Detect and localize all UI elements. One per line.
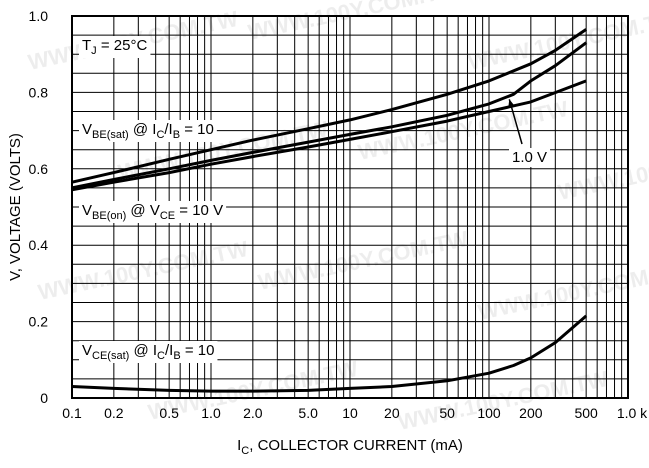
series-line-vce-sat	[71, 314, 588, 393]
x-tick-label: 5.0	[298, 405, 318, 421]
x-tick-label: 500	[574, 405, 598, 421]
vce-1v-label: 1.0 V	[512, 149, 547, 166]
vbe-sat-label-part: /I	[164, 121, 172, 138]
y-tick-labels: 0 0.2 0.4 0.6 0.8 1.0	[29, 8, 49, 406]
vce-1v-label-background	[509, 148, 551, 167]
y-tick-label: 0.6	[29, 161, 49, 177]
watermark-text: WWW.100Y.COM.TW	[256, 226, 471, 295]
vce-sat-label-part: @ I	[129, 342, 157, 359]
x-tick-label: 1.0	[201, 405, 221, 421]
vbe-sat-label-part: B	[173, 129, 180, 141]
y-tick-label: 0.8	[29, 84, 49, 100]
x-tick-label: 0.5	[159, 405, 179, 421]
vbe-on-label-part: V	[82, 202, 92, 219]
watermark-text: WWW.100Y.COM.TW	[556, 136, 649, 205]
vbe-on-label-part: @ V	[126, 202, 160, 219]
watermark-text: WWW.100Y.COM.TW	[36, 236, 251, 305]
x-tick-label: 50	[439, 405, 455, 421]
y-tick-label: 0	[40, 390, 48, 406]
x-tick-label: 2.0	[243, 405, 263, 421]
series-line-vbe-on-10v	[71, 79, 587, 192]
vbe-on-label-background	[79, 201, 227, 223]
y-tick-label: 1.0	[29, 8, 49, 24]
watermark-text: WWW.100Y.COM.TW	[396, 366, 611, 435]
vbe-sat-label: VBE(sat) @ IC/IB = 10	[82, 121, 214, 141]
vbe-sat-label-background	[79, 120, 217, 142]
x-tick-label: 1.0 k	[617, 405, 648, 421]
vce-1v-arrowhead	[508, 99, 515, 109]
x-tick-label: 0.2	[104, 405, 124, 421]
vbe-on-label-part: CE	[160, 210, 175, 222]
vbe-on-label: VBE(on) @ VCE = 10 V	[82, 202, 223, 222]
x-tick-label: 10	[342, 405, 358, 421]
series-layer	[71, 28, 588, 393]
vbe-sat-label-part: BE(sat)	[92, 129, 129, 141]
x-axis-title: IC, COLLECTOR CURRENT (mA)	[237, 437, 463, 457]
x-tick-label: 0.1	[62, 405, 82, 421]
vce-1v-label-part: 1.0 V	[512, 149, 547, 166]
vbe-on-label-part: BE(on)	[92, 210, 126, 222]
vbe-sat-label-part: @ I	[129, 121, 157, 138]
x-axis-title-sub: C	[241, 445, 249, 457]
temperature-label: TJ = 25°C	[82, 37, 147, 57]
vce-sat-label-part: /I	[165, 342, 173, 359]
vce-sat-label-part: C	[157, 350, 165, 362]
vbe-sat-label-part: V	[82, 121, 92, 138]
vce-sat-label-part: CE(sat)	[92, 350, 129, 362]
watermark-text: WWW.100Y.COM.TW	[476, 256, 649, 325]
temperature-label-background	[79, 36, 151, 58]
x-axis-title-part: I	[237, 437, 241, 454]
vce-sat-label: VCE(sat) @ IC/IB = 10	[82, 342, 214, 362]
temperature-label-part: T	[82, 37, 91, 54]
vbe-sat-label-part: C	[156, 129, 164, 141]
temperature-label-part: J	[91, 45, 97, 57]
x-axis-title-part: , COLLECTOR CURRENT (mA)	[249, 437, 463, 454]
x-tick-label: 200	[519, 405, 543, 421]
vce-sat-label-part: B	[173, 350, 180, 362]
x-tick-label: 100	[477, 405, 501, 421]
series-line-vbe-sat	[71, 28, 588, 184]
plot-frame	[71, 15, 629, 399]
vce-sat-label-part: = 10	[181, 342, 215, 359]
series-line-vbe-on-1v	[71, 41, 588, 190]
x-tick-labels: 0.1 0.2 0.5 1.0 2.0 5.0 10 20 50 100 200 500 1.0 k	[62, 405, 648, 421]
x-tick-label: 20	[384, 405, 400, 421]
watermark-text: WWW.100Y.COM.TW	[246, 0, 461, 45]
vce-sat-label-part: V	[82, 342, 92, 359]
temperature-label-part: = 25°C	[97, 37, 148, 54]
y-axis-title: V, VOLTAGE (VOLTS)	[7, 133, 24, 281]
vbe-sat-label-part: = 10	[180, 121, 214, 138]
y-tick-label: 0.2	[29, 314, 49, 330]
y-tick-label: 0.4	[29, 237, 49, 253]
vce-sat-label-background	[79, 341, 218, 363]
vbe-on-label-part: = 10 V	[175, 202, 223, 219]
